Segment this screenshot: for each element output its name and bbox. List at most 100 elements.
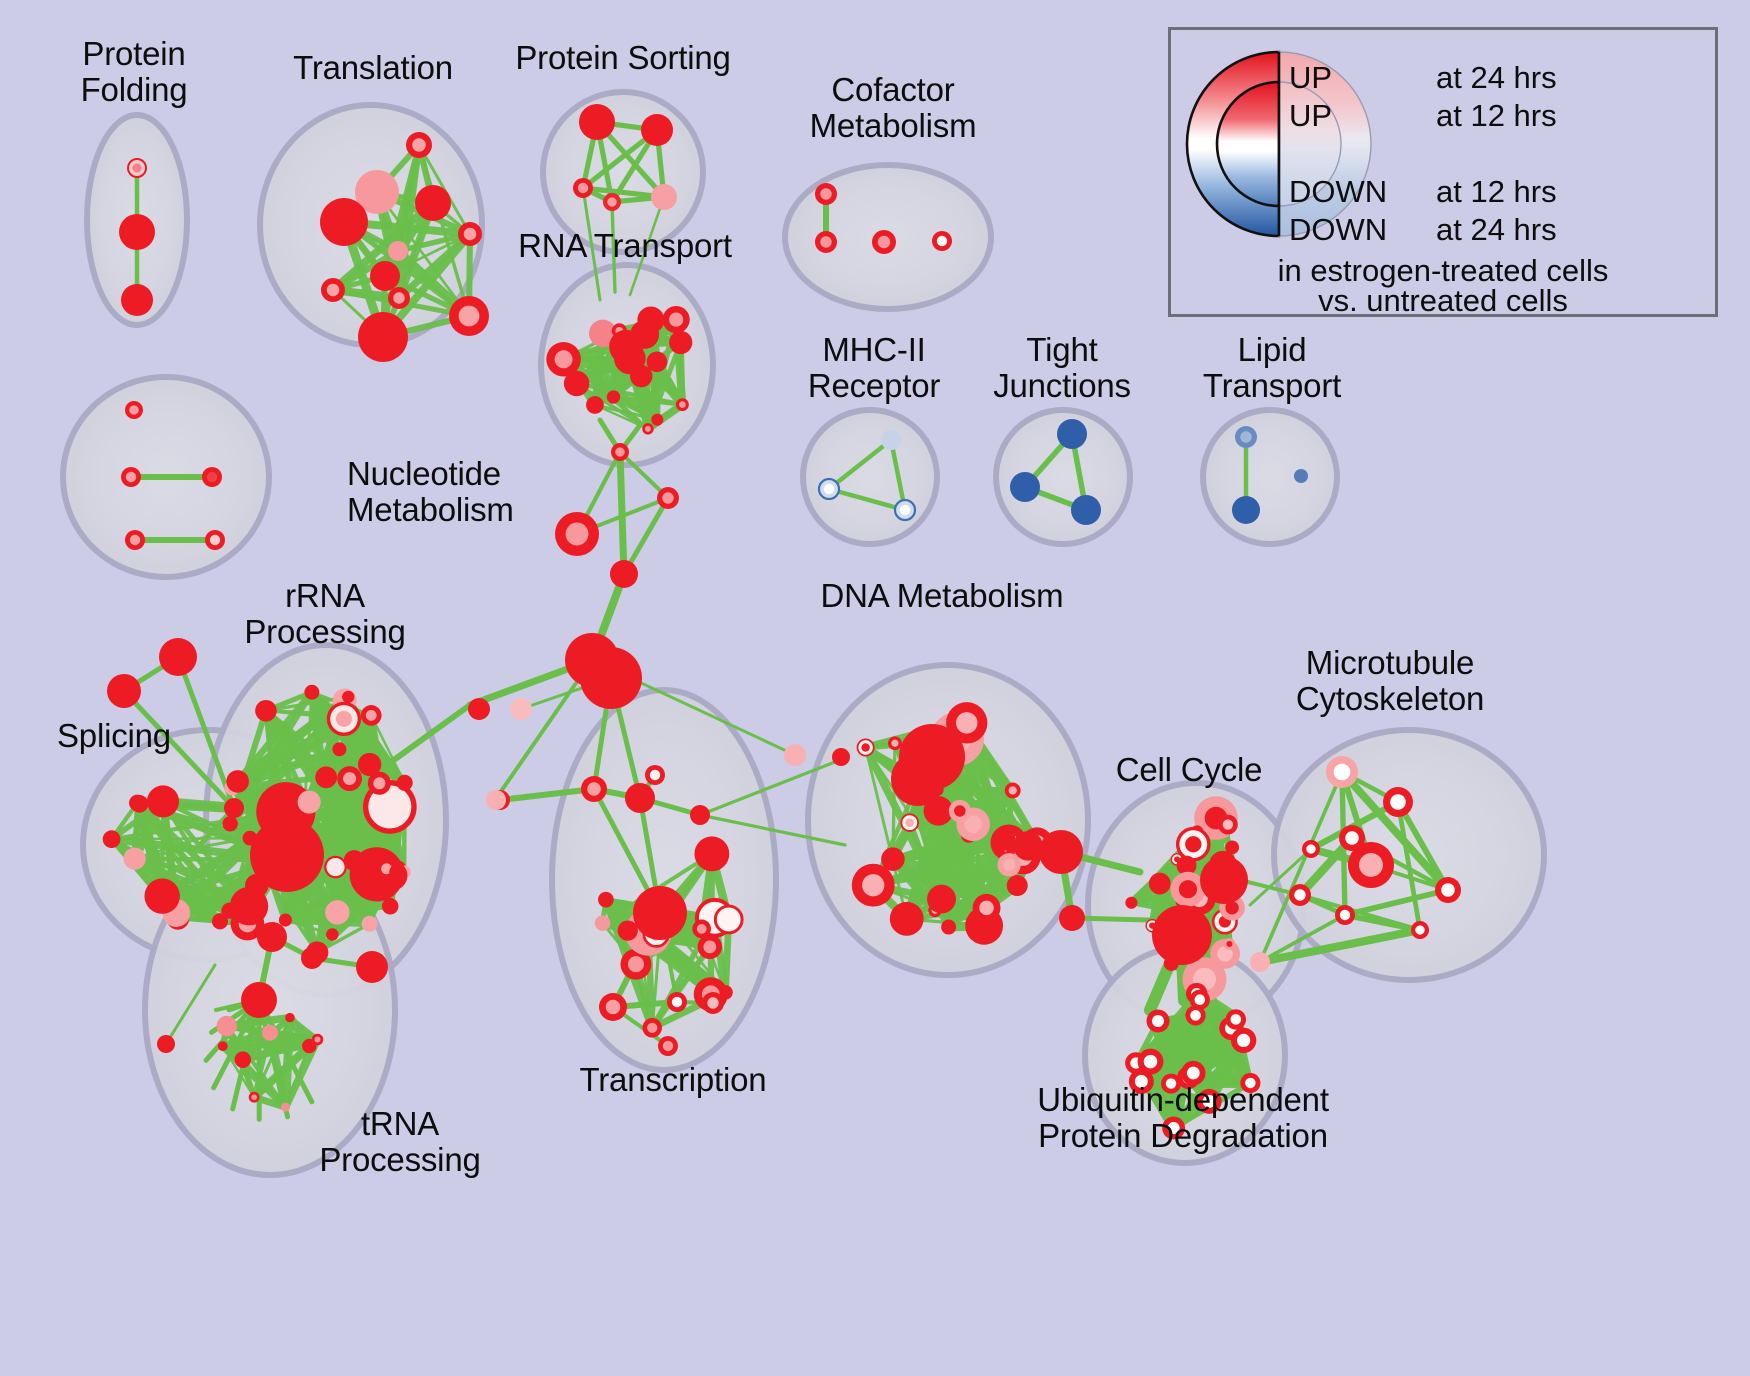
legend-time-0: at 24 hrs <box>1436 60 1557 95</box>
network-node <box>1223 938 1236 950</box>
network-node <box>216 1015 237 1037</box>
network-node <box>1152 905 1212 965</box>
network-node <box>694 836 730 872</box>
network-node <box>832 748 850 766</box>
network-node <box>326 928 339 941</box>
cluster-region-lipid-transport <box>1200 407 1340 547</box>
network-edge <box>493 658 594 802</box>
network-node <box>1230 1027 1257 1054</box>
network-node <box>224 798 244 818</box>
network-node <box>1411 921 1429 939</box>
network-node <box>1185 1005 1206 1026</box>
network-node <box>159 638 197 676</box>
network-node <box>125 530 145 550</box>
network-node <box>280 1102 290 1112</box>
network-node <box>262 1024 279 1041</box>
network-edge <box>593 403 659 422</box>
network-edge <box>329 199 437 294</box>
cluster-region-mhc-ii-receptor <box>800 407 940 547</box>
network-node <box>217 1041 228 1052</box>
network-node <box>881 847 905 871</box>
network-node <box>633 886 687 940</box>
network-node <box>127 158 147 178</box>
network-node <box>449 296 489 336</box>
network-node <box>324 855 347 879</box>
network-node <box>546 342 581 377</box>
network-node <box>1189 989 1210 1010</box>
network-node <box>555 512 599 556</box>
network-node <box>304 684 320 700</box>
network-node <box>121 467 141 487</box>
network-node <box>586 396 604 414</box>
network-node <box>361 915 378 932</box>
network-node <box>325 900 350 925</box>
network-node <box>598 891 614 908</box>
network-node <box>388 287 410 309</box>
network-edge <box>164 963 217 1046</box>
network-node <box>1137 1048 1164 1075</box>
network-node <box>1161 1073 1182 1094</box>
network-node <box>642 1018 662 1038</box>
network-node <box>1235 426 1257 448</box>
network-node <box>1057 419 1087 449</box>
legend-state-3: DOWN <box>1289 212 1388 247</box>
network-node <box>941 919 957 935</box>
network-edge <box>698 813 847 847</box>
network-node <box>358 752 382 777</box>
network-node <box>1339 825 1365 851</box>
network-node <box>1302 840 1320 858</box>
legend-state-0: UP <box>1289 60 1333 95</box>
network-node <box>396 774 413 791</box>
network-node <box>250 818 324 892</box>
network-node <box>278 913 292 927</box>
network-node <box>662 305 690 334</box>
network-edge <box>497 786 597 803</box>
network-node <box>697 934 723 960</box>
legend-rings-icon <box>1185 50 1372 238</box>
network-node <box>927 884 956 914</box>
network-edge <box>826 486 908 513</box>
network-node <box>229 886 269 926</box>
network-node <box>611 443 629 461</box>
network-node <box>932 231 952 251</box>
network-edge <box>618 450 670 500</box>
network-node <box>121 284 153 316</box>
network-node <box>1170 871 1206 907</box>
network-node <box>486 790 506 810</box>
network-edge <box>1395 799 1451 893</box>
network-node <box>946 702 988 744</box>
network-node <box>1217 814 1238 835</box>
network-node <box>1059 905 1085 931</box>
network-edge <box>911 783 946 904</box>
network-node <box>1039 830 1083 874</box>
network-node <box>222 816 238 832</box>
network-node <box>669 330 693 355</box>
network-node <box>248 1091 260 1103</box>
network-node <box>991 827 1016 851</box>
network-node <box>1200 856 1248 904</box>
network-node <box>1006 874 1028 897</box>
network-node <box>205 530 225 550</box>
network-node <box>255 699 277 722</box>
legend-box: UP at 24 hrs UP at 12 hrs DOWN at 12 hrs… <box>1168 27 1718 318</box>
network-edge <box>616 448 628 578</box>
network-node <box>573 178 593 198</box>
network-node <box>610 560 638 588</box>
network-node <box>458 222 482 246</box>
network-node <box>784 744 806 766</box>
network-node <box>692 919 712 939</box>
network-node <box>948 799 971 823</box>
network-node <box>893 498 917 522</box>
network-node <box>332 742 347 757</box>
legend-time-3: at 24 hrs <box>1436 212 1557 247</box>
legend-footer-line2: vs. untreated cells <box>1318 283 1568 318</box>
cluster-region-protein-sorting <box>540 89 706 255</box>
network-node <box>1232 496 1260 524</box>
network-node <box>226 770 249 793</box>
network-node <box>580 647 642 709</box>
network-node <box>157 1035 175 1053</box>
network-edge <box>1395 799 1423 933</box>
network-edge <box>1248 847 1313 907</box>
network-edge <box>581 186 602 302</box>
network-node <box>872 230 896 254</box>
